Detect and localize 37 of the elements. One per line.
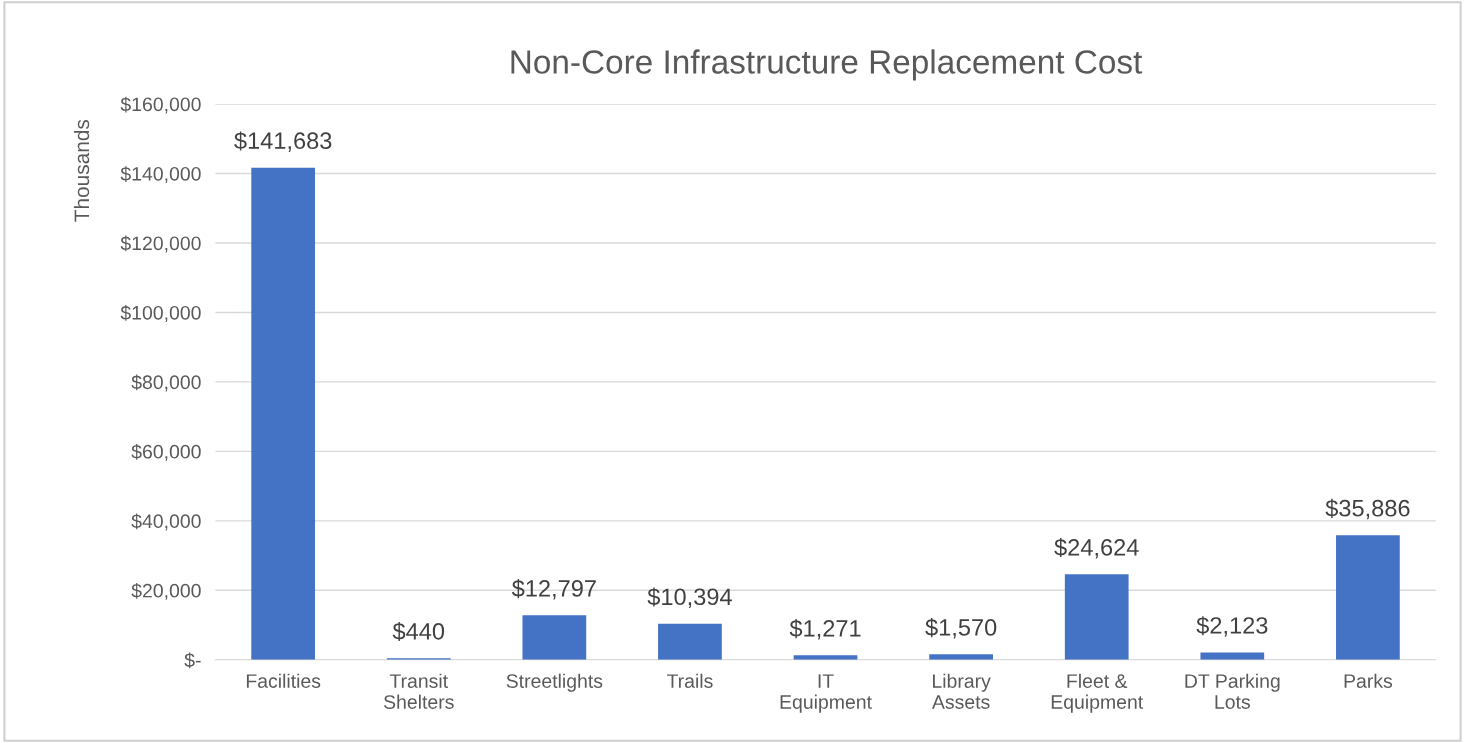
data-label: $440 [392,621,445,642]
data-label: $2,123 [1196,616,1268,637]
bar [1200,652,1265,660]
data-label: $1,570 [925,618,997,639]
data-label: $10,394 [647,587,732,608]
chart-title: Non-Core Infrastructure Replacement Cost [511,49,1143,81]
y-tick-label: $120,000 [120,235,201,253]
bar [658,623,722,660]
bar [1336,535,1400,660]
y-tick-label: $80,000 [131,374,201,392]
y-tick-label: $40,000 [131,513,201,531]
data-label: $35,886 [1325,498,1410,520]
x-tick-label: Library Assets [931,673,991,709]
y-tick-label: $140,000 [120,166,201,184]
x-tick-label: Fleet & Equipment [1051,673,1144,713]
x-tick-label: Streetlights [506,673,603,692]
bar [929,654,993,660]
bar [251,167,316,660]
x-tick-label: Transit Shelters [383,673,454,709]
x-tick-label: Trails [666,673,713,688]
data-label: $12,797 [511,579,596,600]
y-tick-label: $60,000 [131,444,201,461]
y-tick-label: $160,000 [120,96,201,114]
y-tick-label: $20,000 [131,582,201,600]
bar [793,655,858,660]
y-axis-title: Thousands [73,119,90,222]
x-tick-label: Parks [1344,673,1393,688]
bar [1064,574,1129,660]
data-label: $1,271 [789,619,861,640]
data-label: $141,683 [234,131,332,152]
bar [522,615,587,660]
x-tick-label: IT Equipment [780,674,872,713]
x-tick-label: Facilities [246,673,321,688]
data-label: $24,624 [1054,537,1139,559]
x-tick-label: DT Parking Lots [1185,673,1280,709]
y-tick-label: $100,000 [120,305,201,322]
y-tick-label: $- [184,652,201,669]
